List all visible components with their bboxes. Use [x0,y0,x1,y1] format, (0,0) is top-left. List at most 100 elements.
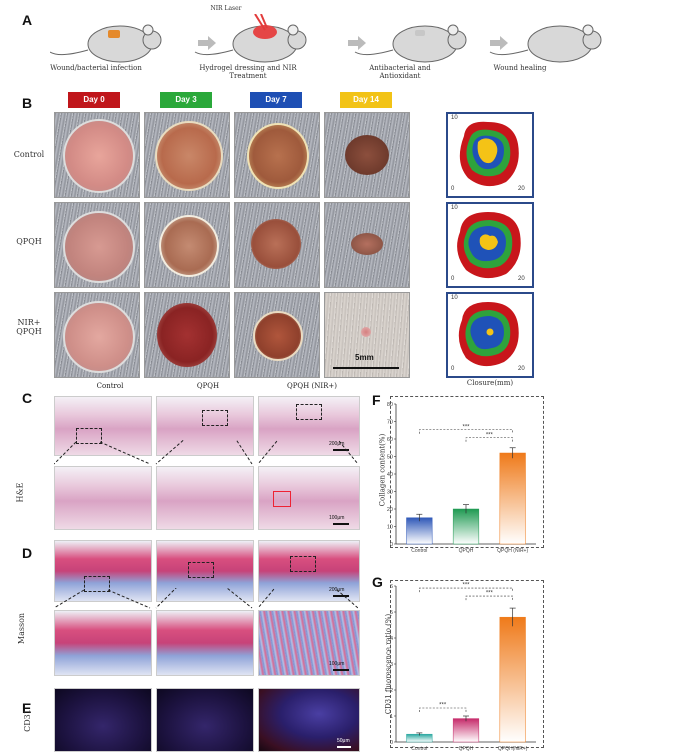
y-tick-label: 0 [390,740,393,746]
zoom-box [202,410,228,426]
stain-title: CD31 [22,709,32,732]
wound-photo [234,112,320,198]
wound-photo [54,202,140,288]
y-tick-label: 80 [387,402,393,408]
day-badge: Day 3 [160,92,212,108]
cd31-image [156,688,254,752]
significance-bracket [465,595,513,601]
stain-title: Masson [17,612,27,645]
wound-photo [234,202,320,288]
wound-photo [234,292,320,378]
chart-f: 0 10 20 30 40 50 60 70 80 Control QPQH QPQH (NIR+) *… [387,402,536,554]
significance-bracket [419,429,513,434]
closure-tick: 0 [451,186,455,192]
scale-bar [333,669,349,671]
closure-tick: 0 [451,276,455,282]
scale-label: 5mm [355,353,374,362]
y-tick-label: 50 [387,455,393,461]
panel-label-f: F [372,392,381,408]
masson-zoom [156,610,254,676]
significance-label: *** [439,703,447,709]
category-label: QPQH [459,548,474,554]
bar [499,452,526,545]
step-label: Wound healing [493,64,547,72]
mouse-icon [50,24,162,63]
he-overview [156,396,254,456]
wound-photo [144,112,230,198]
closure-diagram: 10 0 20 [446,112,534,198]
chart-g: 0 1 2 3 4 5 6 Control QPQH QPQH(NIR+) *** *** *** [390,583,536,752]
zoom-box [76,428,102,444]
y-tick-label: 4 [390,636,393,642]
category-label: QPQH (NIR+) [497,548,528,554]
zoom-box [290,556,316,572]
he-zoom [156,466,254,530]
scale-label: 100μm [329,661,345,667]
panel-label-d: D [22,545,33,561]
he-zoom: 100μm [258,466,360,530]
row-label: NIR+ QPQH [16,318,42,336]
zoom-box [84,576,110,592]
day-badge: Day 7 [250,92,302,108]
category-label: QPQH [459,746,474,752]
scale-label: 100μm [329,515,345,521]
chart-f-frame [390,396,544,548]
significance-bracket [419,707,467,712]
significance-bracket [465,437,513,442]
day-badge: Day 14 [340,92,392,108]
y-tick-label: 60 [387,437,393,443]
significance-bracket [419,587,513,593]
wound-photo [144,202,230,288]
panel-label-b: B [22,95,33,111]
zoom-connectors [54,440,358,465]
closure-tick: 20 [518,186,525,192]
scale-bar [337,746,351,748]
scale-bar [333,595,349,597]
bar [452,718,480,743]
column-label: Control [96,382,124,390]
panel-label-c: C [22,390,33,406]
arrow-right-icon [198,36,216,50]
column-label: QPQH (NIR+) [286,382,337,390]
highlight-box [273,491,291,507]
scale-label: 50μm [337,738,350,744]
arrow-right-icon [348,36,366,50]
zoom-box [188,562,214,578]
step-label: Hydrogel dressing and NIR Treatment [199,64,297,80]
category-label: Control [411,746,427,752]
closure-diagram: 10 0 20 [446,292,534,378]
mouse-icon [194,14,307,63]
masson-zoom [54,610,152,676]
category-label: QPQH(NIR+) [498,746,528,752]
masson-zoom: 100μm [258,610,360,676]
y-tick-label: 0 [390,542,393,548]
mouse-icon [354,24,467,63]
zoom-connectors [54,588,358,609]
scale-label: 200μm [329,441,345,447]
nir-laser-tag: NIR Laser [210,5,242,12]
wound-photo [54,292,140,378]
y-tick-label: 30 [387,490,393,496]
y-tick-label: 40 [387,472,393,478]
wound-photo [324,112,410,198]
he-overview [54,396,152,456]
closure-tick: 20 [518,366,525,372]
zoom-box [296,404,322,420]
significance-label: *** [462,424,470,430]
y-tick-label: 70 [387,420,393,426]
bar [499,616,526,743]
mouse-illustrations [50,14,602,63]
y-tick-label: 20 [387,507,393,513]
y-tick-label: 6 [390,584,393,590]
closure-tick: 10 [451,295,458,301]
arrow-right-icon [490,36,508,50]
wound-photo [324,202,410,288]
y-tick-label: 2 [390,688,393,694]
significance-label: *** [486,432,494,438]
closure-diagram: 10 0 20 [446,202,534,288]
mouse-icon [489,24,602,63]
y-tick-label: 10 [387,525,393,531]
bar [406,517,433,545]
panel-label-e: E [22,700,32,716]
y-tick-label: 5 [390,610,393,616]
